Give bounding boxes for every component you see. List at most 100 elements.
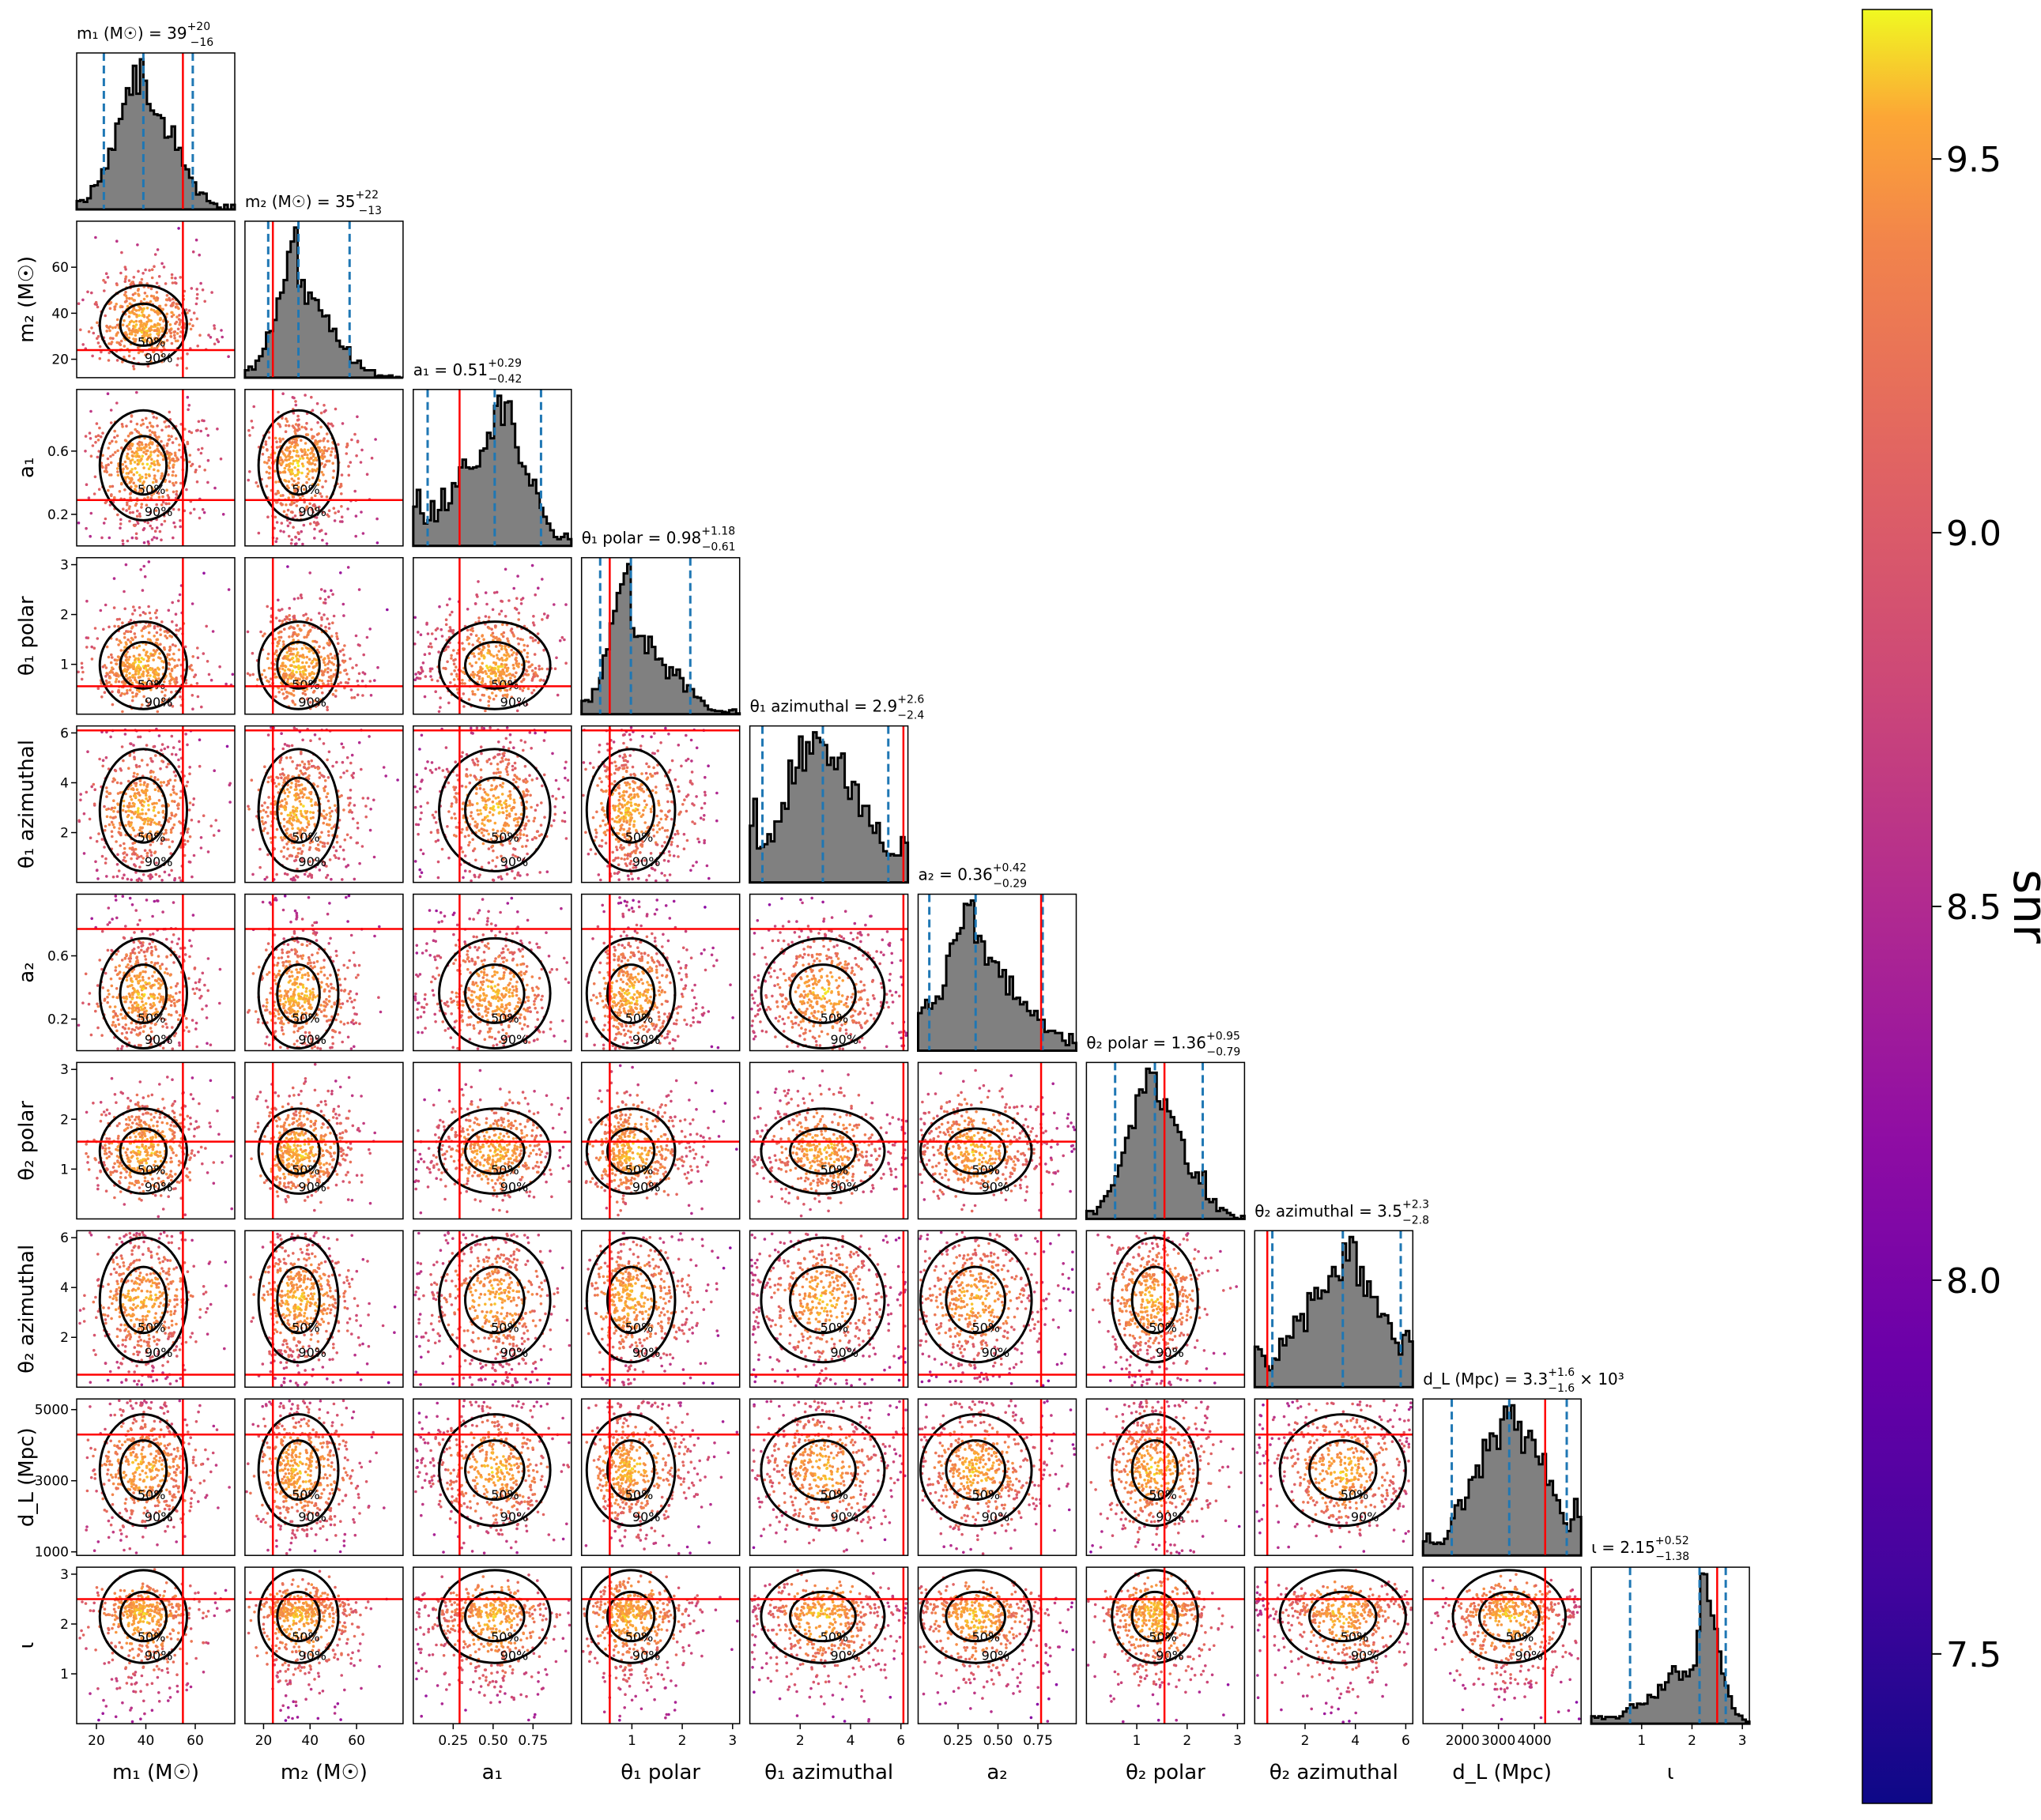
scatter-point bbox=[285, 430, 288, 433]
scatter-point bbox=[168, 425, 171, 428]
scatter-point bbox=[305, 433, 308, 436]
scatter-point bbox=[292, 462, 295, 465]
scatter-point bbox=[265, 443, 268, 447]
scatter-point bbox=[122, 323, 125, 326]
scatter-point bbox=[103, 289, 106, 292]
scatter-point bbox=[202, 508, 205, 511]
scatter-point bbox=[135, 533, 138, 536]
scatter-point bbox=[376, 541, 379, 544]
scatter-point bbox=[137, 289, 140, 292]
scatter-point bbox=[307, 478, 311, 481]
scatter-point bbox=[220, 329, 223, 332]
scatter-point bbox=[115, 239, 119, 243]
scatter-point bbox=[186, 352, 189, 356]
scatter-point bbox=[131, 455, 134, 458]
scatter-point bbox=[291, 501, 294, 504]
scatter-point bbox=[124, 461, 127, 464]
scatter-point bbox=[311, 477, 315, 480]
scatter-point bbox=[160, 477, 163, 480]
title-a1: a₁ = 0.51+0.29 −0.42 bbox=[413, 357, 523, 386]
scatter-point bbox=[110, 494, 113, 497]
scatter-point bbox=[140, 447, 143, 450]
scatter-point bbox=[124, 291, 127, 294]
contour-label-50: 50% bbox=[138, 334, 166, 349]
scatter-point bbox=[290, 511, 293, 514]
scatter-point bbox=[132, 481, 135, 484]
scatter-point bbox=[284, 458, 287, 462]
scatter-point bbox=[175, 459, 179, 462]
scatter-point bbox=[126, 503, 129, 507]
scatter-point bbox=[296, 415, 300, 418]
scatter-point bbox=[141, 454, 144, 458]
scatter-point bbox=[107, 392, 110, 395]
scatter-point bbox=[128, 507, 131, 511]
scatter-point bbox=[292, 526, 295, 529]
scatter-point bbox=[124, 331, 127, 334]
scatter-point bbox=[123, 636, 126, 639]
scatter-point bbox=[108, 537, 111, 540]
scatter-point bbox=[283, 510, 286, 513]
scatter-point bbox=[165, 488, 168, 492]
scatter-point bbox=[263, 461, 266, 464]
scatter-point bbox=[146, 307, 149, 310]
scatter-point bbox=[89, 535, 92, 538]
scatter-point bbox=[346, 507, 349, 511]
scatter-point bbox=[100, 537, 104, 540]
scatter-point bbox=[116, 324, 119, 327]
scatter-point bbox=[292, 396, 295, 399]
scatter-point bbox=[326, 496, 329, 499]
scatter-point bbox=[132, 293, 135, 296]
scatter-point bbox=[171, 342, 174, 345]
scatter-point bbox=[213, 324, 216, 327]
scatter-point bbox=[149, 300, 153, 303]
scatter-point bbox=[308, 470, 311, 473]
scatter-point bbox=[149, 429, 152, 432]
scatter-point bbox=[159, 318, 162, 322]
scatter-point bbox=[195, 239, 198, 242]
scatter-point bbox=[108, 330, 111, 333]
scatter-point bbox=[306, 468, 309, 471]
scatter-point bbox=[334, 456, 338, 459]
scatter-point bbox=[165, 298, 168, 301]
scatter-point bbox=[285, 464, 289, 467]
scatter-point bbox=[323, 465, 326, 469]
scatter-point bbox=[125, 424, 128, 428]
scatter-point bbox=[298, 538, 301, 541]
scatter-point bbox=[104, 315, 107, 318]
panel-a1-a1: a₁ = 0.51+0.29 −0.42 bbox=[413, 357, 572, 546]
scatter-point bbox=[105, 325, 108, 328]
scatter-point bbox=[122, 543, 125, 546]
panel-m1-m1: m₁ (M☉) = 39+20 −16 bbox=[77, 21, 235, 209]
scatter-point bbox=[160, 440, 163, 443]
scatter-point bbox=[172, 470, 175, 473]
scatter-point bbox=[362, 532, 365, 535]
scatter-point bbox=[144, 292, 147, 295]
scatter-point bbox=[247, 479, 250, 482]
scatter-point bbox=[143, 315, 146, 318]
scatter-point bbox=[117, 474, 120, 477]
scatter-point bbox=[127, 435, 130, 438]
scatter-point bbox=[104, 518, 108, 521]
scatter-point bbox=[134, 340, 137, 343]
scatter-point bbox=[110, 421, 113, 424]
scatter-point bbox=[248, 470, 251, 473]
scatter-point bbox=[145, 417, 148, 420]
scatter-point bbox=[319, 439, 322, 443]
scatter-point bbox=[285, 424, 288, 428]
scatter-point bbox=[337, 510, 340, 513]
scatter-point bbox=[299, 458, 302, 461]
scatter-point bbox=[192, 251, 195, 254]
scatter-point bbox=[140, 300, 143, 303]
scatter-point bbox=[156, 459, 159, 462]
scatter-point bbox=[290, 542, 293, 545]
scatter-point bbox=[174, 281, 177, 284]
scatter-point bbox=[146, 463, 149, 466]
scatter-point bbox=[107, 489, 110, 492]
scatter-point bbox=[269, 477, 272, 480]
scatter-point bbox=[141, 477, 144, 480]
scatter-point bbox=[153, 329, 157, 332]
scatter-point bbox=[129, 303, 132, 306]
scatter-point bbox=[121, 305, 124, 308]
scatter-point bbox=[206, 481, 209, 484]
scatter-point bbox=[300, 449, 304, 452]
